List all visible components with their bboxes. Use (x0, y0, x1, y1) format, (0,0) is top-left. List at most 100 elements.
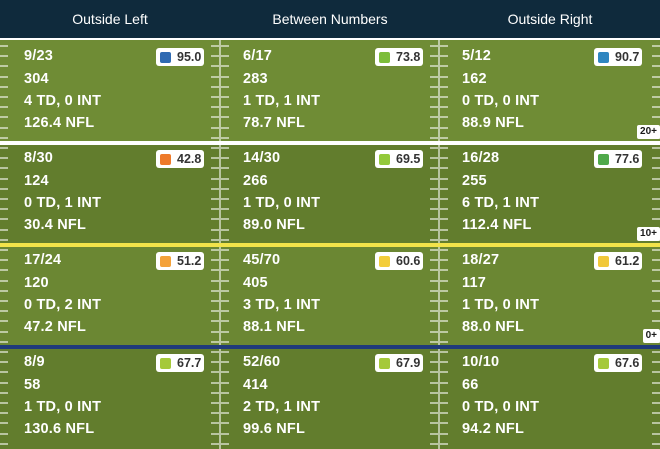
zone-cell[interactable]: 10/10 66 0 TD, 0 INT 94.2 NFL (462, 354, 660, 446)
hash-mark (0, 290, 8, 292)
zone-cell[interactable]: 8/30 124 0 TD, 1 INT 30.4 NFL (24, 150, 224, 242)
passing-yards: 117 (462, 275, 486, 291)
hash-mark (221, 65, 229, 67)
hash-mark (430, 433, 438, 435)
hash-mark (221, 229, 229, 231)
hash-mark (440, 65, 448, 67)
grade-value: 67.9 (396, 356, 421, 370)
zone-cell[interactable]: 5/12 162 0 TD, 0 INT 88.9 NFL (462, 48, 660, 140)
hash-mark (440, 137, 448, 139)
hash-mark (440, 157, 448, 159)
hash-mark (221, 239, 229, 241)
hash-mark (440, 167, 448, 169)
td-int: 4 TD, 0 INT (24, 93, 102, 109)
hash-mark (430, 290, 438, 292)
hash-mark (430, 392, 438, 394)
passing-yards: 162 (462, 71, 487, 87)
zone-cell[interactable]: 6/17 283 1 TD, 1 INT 78.7 NFL (243, 48, 443, 140)
passing-yards: 255 (462, 173, 487, 189)
nfl-rating: 126.4 NFL (24, 115, 95, 131)
hash-mark (211, 106, 219, 108)
td-int: 1 TD, 0 INT (243, 195, 321, 211)
grade-badge: 67.6 (594, 354, 642, 372)
hash-mark (440, 55, 448, 57)
grade-value: 60.6 (396, 254, 421, 268)
hash-mark (652, 249, 660, 251)
hash-mark (652, 382, 660, 384)
grade-badge: 73.8 (375, 48, 423, 66)
zone-cell[interactable]: 18/27 117 1 TD, 0 INT 88.0 NFL (462, 252, 660, 344)
hash-mark (652, 351, 660, 353)
hash-mark (430, 249, 438, 251)
grade-swatch (160, 51, 171, 63)
hash-mark (430, 371, 438, 373)
zone-cell[interactable]: 17/24 120 0 TD, 2 INT 47.2 NFL (24, 252, 224, 344)
hash-mark (652, 300, 660, 302)
hash-mark (430, 269, 438, 271)
hash-mark (0, 443, 8, 445)
hash-mark (0, 422, 8, 424)
hash-mark (211, 392, 219, 394)
hash-mark (211, 269, 219, 271)
completions-attempts: 52/60 (243, 354, 281, 370)
zone-cell[interactable]: 45/70 405 3 TD, 1 INT 88.1 NFL (243, 252, 443, 344)
hash-mark (221, 116, 229, 118)
hash-mark (652, 198, 660, 200)
hash-mark (440, 259, 448, 261)
hash-mark (440, 188, 448, 190)
hash-mark (211, 433, 219, 435)
hash-mark (430, 86, 438, 88)
hash-mark (221, 422, 229, 424)
grade-value: 95.0 (177, 50, 202, 64)
hash-mark (221, 371, 229, 373)
hash-mark (652, 45, 660, 47)
hash-mark (211, 96, 219, 98)
hash-mark (0, 96, 8, 98)
grade-badge: 67.9 (375, 354, 423, 372)
hash-mark (211, 76, 219, 78)
zone-cell[interactable]: 52/60 414 2 TD, 1 INT 99.6 NFL (243, 354, 443, 446)
hash-mark (652, 422, 660, 424)
hash-mark (211, 361, 219, 363)
hash-mark (652, 280, 660, 282)
zone-cell[interactable]: 8/9 58 1 TD, 0 INT 130.6 NFL (24, 354, 224, 446)
zone-cell[interactable]: 9/23 304 4 TD, 0 INT 126.4 NFL (24, 48, 224, 140)
grade-swatch (379, 51, 390, 63)
hash-mark (211, 382, 219, 384)
hash-mark (430, 218, 438, 220)
hash-mark (440, 45, 448, 47)
hash-mark (0, 198, 8, 200)
passing-yards: 283 (243, 71, 268, 87)
hash-mark (221, 290, 229, 292)
nfl-rating: 89.0 NFL (243, 217, 306, 233)
zone-cell[interactable]: 14/30 266 1 TD, 0 INT 89.0 NFL (243, 150, 443, 242)
hash-mark (211, 412, 219, 414)
hash-mark (0, 218, 8, 220)
grade-swatch (160, 357, 171, 369)
hash-mark (0, 76, 8, 78)
hash-mark (211, 259, 219, 261)
passing-yards: 66 (462, 377, 479, 393)
hash-mark (430, 259, 438, 261)
hash-mark (430, 351, 438, 353)
hash-mark (211, 443, 219, 445)
hash-mark (221, 443, 229, 445)
zone-cell[interactable]: 16/28 255 6 TD, 1 INT 112.4 NFL (462, 150, 660, 242)
td-int: 6 TD, 1 INT (462, 195, 540, 211)
hash-mark (0, 239, 8, 241)
hash-mark (221, 433, 229, 435)
hash-mark (430, 300, 438, 302)
nfl-rating: 88.0 NFL (462, 319, 525, 335)
hash-mark (0, 116, 8, 118)
hash-mark (211, 371, 219, 373)
hash-mark (652, 371, 660, 373)
hash-mark (0, 65, 8, 67)
grade-value: 73.8 (396, 50, 421, 64)
hash-mark (0, 371, 8, 373)
hash-mark (221, 147, 229, 149)
hash-mark (0, 402, 8, 404)
completions-attempts: 5/12 (462, 48, 492, 64)
hash-mark (440, 106, 448, 108)
grade-value: 42.8 (177, 152, 202, 166)
